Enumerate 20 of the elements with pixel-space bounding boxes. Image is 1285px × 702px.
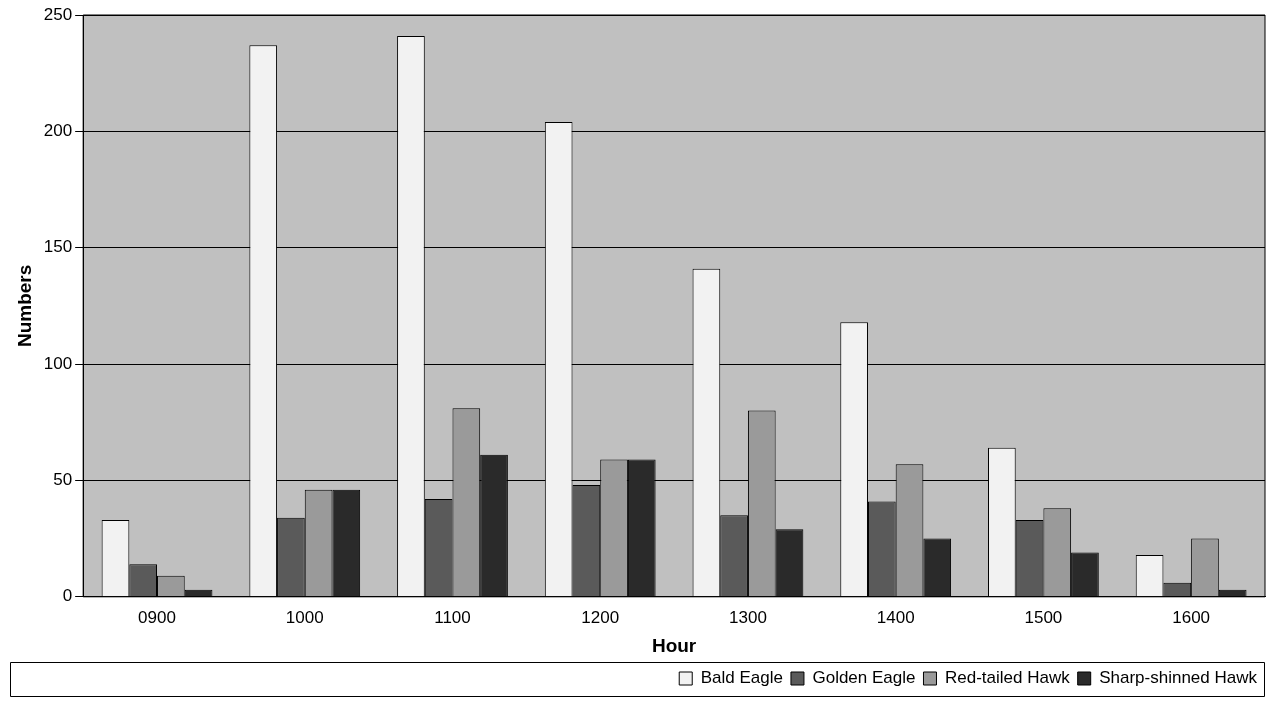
y-tick-label: 250	[43, 4, 73, 24]
y-tick-label: 100	[43, 353, 73, 373]
x-tick-label: 1000	[285, 607, 324, 627]
y-tick-label: 0	[62, 586, 73, 606]
y-tick-label: 50	[53, 470, 73, 490]
x-tick-label: 0900	[138, 607, 176, 627]
x-tick-label: 1600	[1172, 607, 1211, 627]
x-tick-label: 1500	[1024, 607, 1063, 627]
x-tick-label: 1300	[729, 607, 767, 627]
x-tick-label: 1400	[876, 607, 915, 627]
x-tick-label: 1200	[581, 607, 620, 627]
legend-label: Bald Eagle	[700, 668, 783, 688]
y-axis-title: Numbers	[13, 264, 35, 348]
legend-label: Sharp-shinned Hawk	[1099, 668, 1258, 688]
y-tick-label: 200	[43, 121, 73, 141]
legend-label: Red-tailed Hawk	[944, 668, 1071, 688]
y-tick-label: 150	[43, 237, 73, 257]
x-tick-label: 1100	[434, 607, 471, 627]
legend-label: Golden Eagle	[812, 668, 916, 688]
x-axis-title: Hour	[651, 634, 697, 656]
